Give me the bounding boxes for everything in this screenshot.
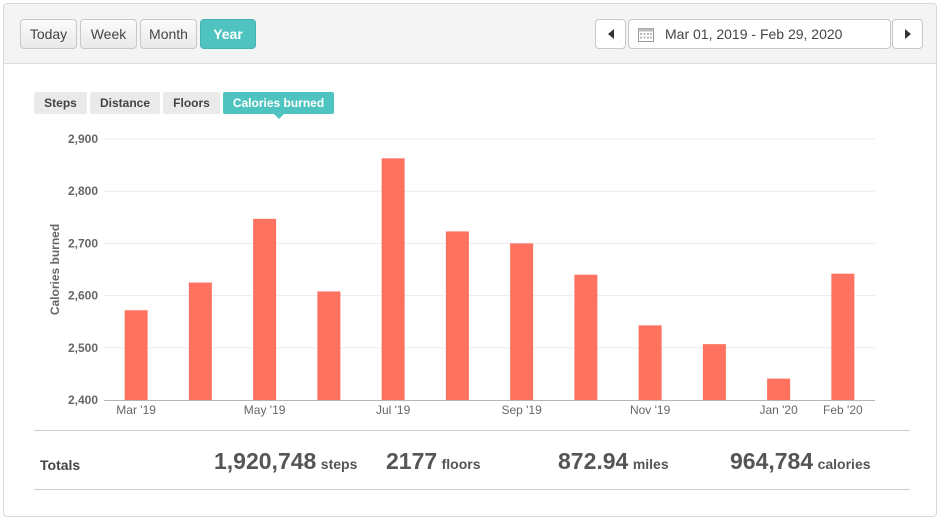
y-tick-label: 2,800 <box>68 184 98 198</box>
bar-6 <box>445 231 469 400</box>
y-axis-label: Calories burned <box>48 224 62 315</box>
bar-11 <box>767 378 791 400</box>
calendar-icon <box>638 28 654 42</box>
next-period-button[interactable] <box>892 19 923 49</box>
y-tick-label: 2,700 <box>68 236 98 250</box>
y-tick-label: 2,900 <box>68 132 98 146</box>
total-steps: 1,920,748 steps <box>214 448 357 475</box>
previous-period-button[interactable] <box>595 19 626 49</box>
total-miles-unit: miles <box>632 456 669 472</box>
bar-5 <box>381 158 405 400</box>
total-miles-value: 872.94 <box>558 448 629 474</box>
caret-right-icon <box>904 29 911 39</box>
caret-left-icon <box>607 29 614 39</box>
x-tick-label: Jan '20 <box>759 403 798 417</box>
bar-3 <box>253 218 277 400</box>
period-today-button[interactable]: Today <box>20 19 77 49</box>
total-calories-value: 964,784 <box>730 448 814 474</box>
y-tick-label: 2,400 <box>68 393 98 407</box>
y-tick-label: 2,500 <box>68 341 98 355</box>
bar-10 <box>702 344 726 400</box>
total-floors: 2177 floors <box>386 448 481 475</box>
total-miles: 872.94 miles <box>558 448 669 475</box>
total-calories-unit: calories <box>817 456 871 472</box>
bar-12 <box>831 273 855 400</box>
toolbar: Today Week Month Year Mar 01, 2019 - Feb… <box>4 4 936 64</box>
totals-label: Totals <box>40 457 81 473</box>
calories-bar-chart: 2,400 2,500 2,600 2,700 2,800 2,900 Calories b… <box>48 132 875 417</box>
x-tick-label: Sep '19 <box>501 403 542 417</box>
period-year-button[interactable]: Year <box>200 19 256 49</box>
period-month-button[interactable]: Month <box>140 19 197 49</box>
bar-2 <box>188 282 212 400</box>
y-tick-label: 2,600 <box>68 289 98 303</box>
bar-9 <box>638 325 662 400</box>
total-steps-unit: steps <box>320 456 358 472</box>
x-tick-label: Mar '19 <box>116 403 156 417</box>
date-range-picker[interactable]: Mar 01, 2019 - Feb 29, 2020 <box>628 19 891 49</box>
total-steps-value: 1,920,748 <box>214 448 317 474</box>
total-floors-unit: floors <box>441 456 481 472</box>
tab-calories-burned[interactable]: Calories burned <box>223 92 334 119</box>
date-range-text: Mar 01, 2019 - Feb 29, 2020 <box>665 26 843 42</box>
total-calories: 964,784 calories <box>730 448 871 475</box>
bar-8 <box>574 274 598 400</box>
x-tick-label: Jul '19 <box>376 403 411 417</box>
totals-row: Totals 1,920,748 steps 2177 floors 872.9… <box>34 430 910 490</box>
x-tick-label: Nov '19 <box>630 403 671 417</box>
bar-7 <box>510 243 534 400</box>
tab-steps[interactable]: Steps <box>34 92 87 114</box>
bar-4 <box>317 291 341 400</box>
dashboard-panel: Today Week Month Year Mar 01, 2019 - Feb… <box>3 3 937 517</box>
bar-1 <box>124 310 148 400</box>
x-tick-label: Feb '20 <box>823 403 863 417</box>
total-floors-value: 2177 <box>386 448 438 474</box>
period-week-button[interactable]: Week <box>80 19 137 49</box>
x-tick-label: May '19 <box>244 403 286 417</box>
tab-floors[interactable]: Floors <box>163 92 220 114</box>
tab-distance[interactable]: Distance <box>90 92 160 114</box>
